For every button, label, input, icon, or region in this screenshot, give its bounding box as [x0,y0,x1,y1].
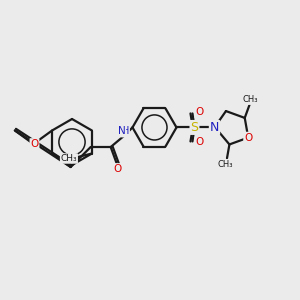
Text: N: N [118,126,125,136]
Text: O: O [30,139,39,149]
Text: CH₃: CH₃ [217,160,233,169]
Text: O: O [114,164,122,174]
Text: CH₃: CH₃ [61,154,77,163]
Text: S: S [190,121,199,134]
Text: H: H [122,126,129,136]
Text: O: O [195,137,204,147]
Text: CH₃: CH₃ [243,95,258,104]
Text: O: O [244,133,252,142]
Text: O: O [195,107,204,117]
Text: N: N [210,121,219,134]
